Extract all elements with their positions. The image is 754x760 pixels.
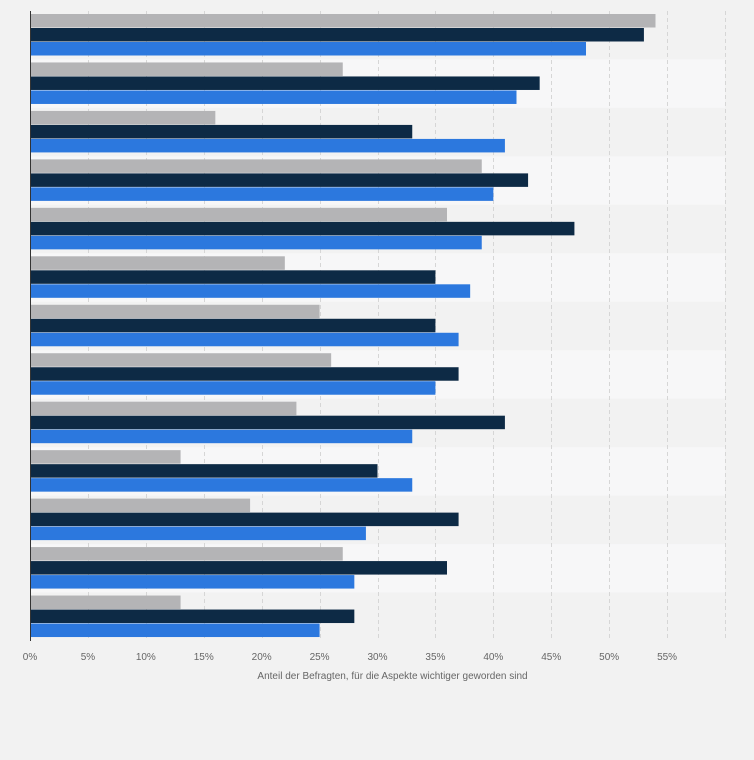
bar [30,401,297,416]
x-tick-label: 30% [367,652,387,663]
bar [30,318,436,333]
bar [30,235,482,250]
bar [30,173,529,187]
x-tick-label: 55% [657,652,677,663]
bar [30,595,181,610]
bar [30,526,366,541]
bar [30,110,216,125]
bar [30,623,320,638]
bar [30,478,413,492]
bar [30,512,459,527]
bar [30,187,494,201]
x-tick-label: 25% [310,652,330,663]
bar [30,270,436,284]
bar [30,76,540,90]
x-tick-label: 35% [425,652,445,663]
bar [30,464,378,478]
bar [30,284,471,298]
x-tick-label: 15% [194,652,214,663]
x-axis-title: Anteil der Befragten, für die Aspekte wi… [257,671,527,682]
bar [30,367,459,381]
bar [30,42,586,56]
bar [30,450,181,464]
bar [30,124,413,139]
bar [30,28,644,42]
bar [30,429,413,444]
bar [30,353,332,367]
x-tick-label: 50% [599,652,619,663]
bars [30,14,656,638]
x-tick-label: 0% [23,652,38,663]
bar [30,207,447,222]
bar [30,256,285,270]
x-tick-label: 20% [252,652,272,663]
bar [30,90,517,104]
bar [30,138,505,153]
bar [30,304,320,319]
bar [30,561,447,575]
bar [30,547,343,561]
x-tick-labels: 0% 5% 10% 15% 20% 25% 30% 35% 40% 45% 50% 55% [23,652,677,663]
bar [30,159,482,173]
x-tick-label: 45% [541,652,561,663]
bar [30,381,436,395]
bar [30,609,355,624]
bar [30,575,355,589]
bar [30,221,575,236]
x-tick-label: 5% [81,652,96,663]
x-tick-label: 40% [483,652,503,663]
bar [30,415,505,430]
bar [30,332,459,347]
bar [30,14,656,28]
bar [30,62,343,76]
x-tick-label: 10% [136,652,156,663]
bar [30,498,251,513]
